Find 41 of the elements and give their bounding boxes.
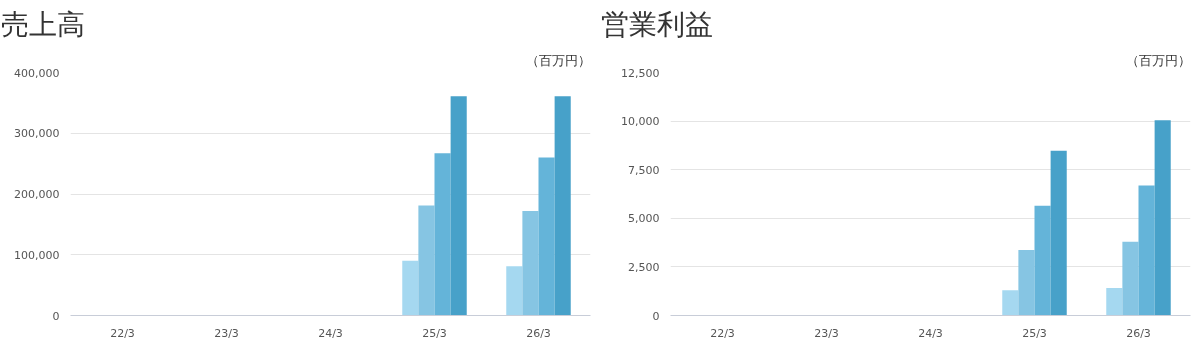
y-tick-label: 200,000 [14, 188, 60, 201]
bar [554, 96, 571, 316]
bar [1034, 205, 1051, 316]
bar [506, 266, 523, 316]
y-tick-label: 300,000 [14, 127, 60, 141]
chart-title: 売上高 [0, 7, 85, 41]
bar [1018, 249, 1035, 316]
x-tick-label: 24/3 [918, 326, 943, 340]
y-tick-label: 0 [52, 309, 60, 323]
x-tick-label: 25/3 [1022, 326, 1047, 340]
x-tick-label: 22/3 [710, 326, 735, 340]
x-tick-label: 26/3 [1126, 326, 1151, 340]
text: （百万円） [1125, 52, 1191, 68]
bar [418, 205, 435, 316]
x-tick-label: 22/3 [110, 326, 135, 340]
x-tick-label: 23/3 [814, 326, 839, 340]
bar [434, 153, 451, 316]
bar [1138, 185, 1155, 316]
chart-title: 営業利益 [600, 7, 713, 41]
bar [1002, 290, 1019, 316]
x-tick-label: 26/3 [526, 326, 551, 340]
text: （百万円） [525, 52, 591, 68]
bar [538, 157, 555, 316]
x-tick-label: 23/3 [214, 326, 239, 340]
bar [522, 211, 539, 316]
bar [1154, 120, 1171, 316]
x-tick-label: 25/3 [422, 326, 447, 340]
y-tick-label: 400,000 [14, 66, 60, 80]
bar [402, 260, 419, 316]
bar [1122, 241, 1139, 316]
y-tick-label: 10,000 [621, 115, 660, 129]
y-tick-label: 100,000 [14, 248, 60, 262]
y-tick-label: 2,500 [628, 260, 660, 274]
x-tick-label: 24/3 [318, 326, 343, 340]
bar [1050, 150, 1067, 316]
bar [1106, 288, 1123, 316]
y-tick-label: 7,500 [628, 163, 660, 177]
bar [450, 96, 467, 316]
y-tick-label: 5,000 [628, 212, 660, 226]
y-tick-label: 12,500 [621, 66, 660, 80]
y-tick-label: 0 [652, 309, 660, 323]
